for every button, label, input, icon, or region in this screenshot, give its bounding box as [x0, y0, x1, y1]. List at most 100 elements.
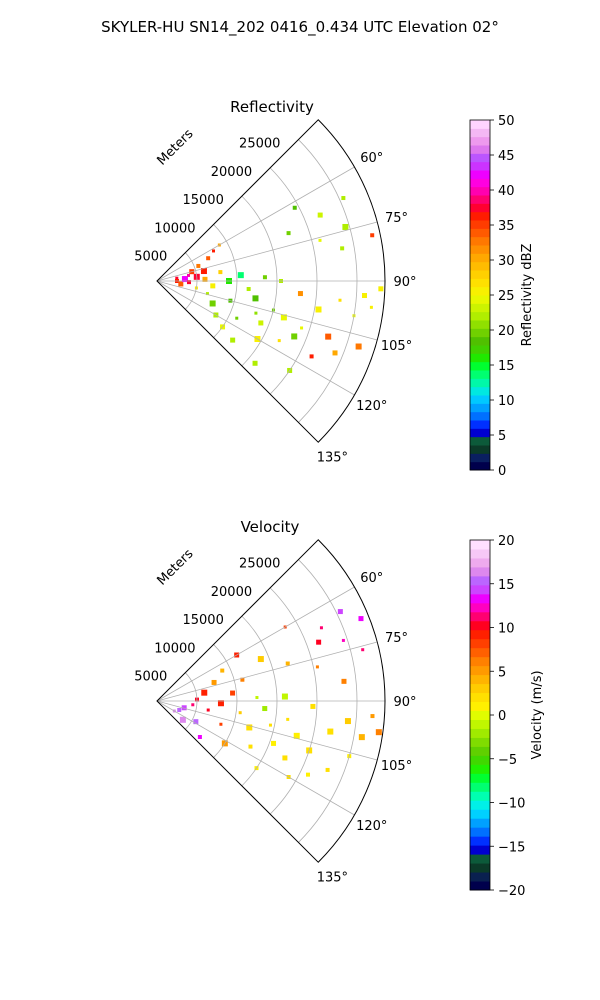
reflectivity-colorbar-band	[470, 253, 490, 263]
velocity-colorbar-band	[470, 737, 490, 747]
velocity-sector-border	[156, 539, 386, 863]
reflectivity-cell	[315, 306, 322, 313]
velocity-azimuth-spoke	[156, 700, 355, 816]
velocity-cell	[230, 690, 236, 696]
velocity-colorbar-band	[470, 540, 490, 550]
reflectivity-colorbar-band	[470, 203, 490, 213]
reflectivity-colorbar-band	[470, 270, 490, 279]
velocity-azimuth-spoke	[156, 586, 355, 702]
reflectivity-colorbar-band	[470, 278, 490, 288]
reflectivity-cell	[235, 316, 239, 320]
velocity-cell	[206, 708, 210, 712]
reflectivity-cell	[338, 298, 342, 302]
reflectivity-meters-label: Meters	[155, 126, 197, 168]
reflectivity-colorbar-tick: 35	[498, 219, 515, 234]
reflectivity-azimuth-spoke	[156, 280, 355, 396]
velocity-colorbar-band	[470, 638, 490, 649]
velocity-colorbar-band	[470, 719, 490, 729]
reflectivity-cell	[205, 292, 209, 296]
velocity-colorbar-band	[470, 872, 490, 882]
velocity-cell	[344, 718, 351, 725]
velocity-colorbar-band	[470, 602, 490, 613]
velocity-colorbar-band	[470, 881, 490, 891]
velocity-colorbar-band	[470, 746, 490, 756]
reflectivity-cell	[210, 283, 216, 289]
velocity-colorbar-tick: −10	[498, 797, 525, 812]
velocity-colorbar-band	[470, 575, 490, 586]
velocity-cell	[305, 772, 310, 777]
reflectivity-cell	[178, 281, 184, 287]
velocity-colorbar-band	[470, 557, 490, 568]
reflectivity-azimuth-tick: 105°	[381, 339, 412, 354]
velocity-cell	[201, 689, 208, 696]
velocity-colorbar-band	[470, 665, 490, 676]
reflectivity-cell	[292, 205, 297, 210]
velocity-cell	[358, 616, 364, 622]
reflectivity-colorbar-band	[470, 303, 490, 313]
velocity-cell	[238, 711, 242, 715]
velocity-colorbar-tick: 15	[498, 578, 515, 593]
reflectivity-colorbar-tick: 50	[498, 114, 515, 129]
reflectivity-cell	[280, 314, 287, 321]
reflectivity-colorbar-band	[470, 445, 490, 454]
velocity-colorbar-band	[470, 548, 490, 559]
velocity-range-tick: 10000	[154, 641, 195, 656]
reflectivity-colorbar-band	[470, 261, 490, 271]
velocity-colorbar-band	[470, 773, 490, 783]
reflectivity-cell	[325, 333, 332, 340]
velocity-azimuth-tick: 120°	[356, 819, 387, 834]
reflectivity-colorbar-band	[470, 195, 490, 204]
reflectivity-colorbar-band	[470, 228, 490, 238]
velocity-azimuth-spoke	[156, 641, 378, 702]
reflectivity-colorbar-band	[470, 403, 490, 413]
velocity-cell	[191, 703, 195, 707]
reflectivity-range-tick: 25000	[239, 137, 280, 152]
reflectivity-colorbar-band	[470, 420, 490, 429]
velocity-cell	[219, 722, 223, 726]
reflectivity-colorbar-band	[470, 161, 490, 171]
velocity-colorbar-band	[470, 701, 490, 712]
velocity-colorbar-band	[470, 656, 490, 667]
velocity-colorbar-band	[470, 764, 490, 774]
reflectivity-cell	[252, 295, 259, 302]
reflectivity-cell	[361, 293, 367, 299]
velocity-cell	[217, 700, 224, 707]
reflectivity-cell	[317, 212, 323, 218]
velocity-colorbar-band	[470, 566, 490, 577]
reflectivity-range-tick: 15000	[182, 193, 223, 208]
velocity-cell	[262, 706, 268, 712]
velocity-colorbar-band	[470, 782, 490, 792]
velocity-cell	[285, 661, 290, 666]
velocity-cell	[211, 679, 217, 685]
velocity-cell	[361, 648, 365, 652]
velocity-cell	[246, 724, 253, 731]
velocity-colorbar-band	[470, 674, 490, 685]
reflectivity-colorbar-band	[470, 353, 490, 363]
velocity-range-tick: 25000	[239, 557, 280, 572]
velocity-cell	[271, 740, 277, 746]
velocity-colorbar-tick: 10	[498, 622, 515, 637]
reflectivity-cell	[355, 343, 362, 350]
reflectivity-cell	[318, 238, 322, 242]
velocity-cell	[293, 732, 300, 739]
reflectivity-cell	[297, 291, 303, 297]
velocity-colorbar-band	[470, 827, 490, 837]
reflectivity-cell	[254, 311, 258, 315]
reflectivity-panel: Reflectivity Meters Reflectivity dBZ 500…	[134, 98, 535, 479]
velocity-colorbar-tick: −20	[498, 884, 525, 899]
velocity-colorbar-band	[470, 791, 490, 801]
reflectivity-cell	[200, 268, 207, 275]
reflectivity-colorbar-tick: 0	[498, 464, 506, 479]
velocity-cell	[327, 728, 334, 735]
reflectivity-colorbar-band	[470, 436, 490, 446]
reflectivity-colorbar-band	[470, 453, 490, 463]
reflectivity-colorbar-band	[470, 395, 490, 404]
velocity-cell	[286, 717, 290, 721]
velocity-cell	[341, 678, 347, 684]
velocity-colorbar-tick: 20	[498, 534, 515, 549]
reflectivity-cell	[258, 320, 264, 326]
reflectivity-colorbar-band	[470, 245, 490, 254]
reflectivity-cell	[309, 354, 314, 359]
reflectivity-colorbar-tick: 5	[498, 429, 506, 444]
reflectivity-colorbar-band	[470, 178, 490, 188]
